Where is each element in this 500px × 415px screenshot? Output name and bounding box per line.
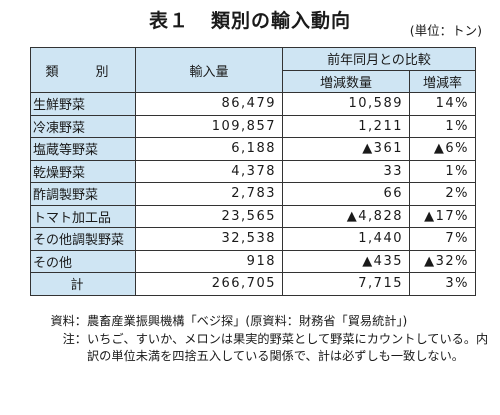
row-name: その他調製野菜 bbox=[30, 227, 136, 251]
row-rate: 2% bbox=[409, 182, 476, 206]
header-change-rate: 増減率 bbox=[409, 69, 476, 93]
row-change: ▲435 bbox=[282, 249, 410, 273]
header-change-amount: 増減数量 bbox=[282, 69, 410, 93]
row-imports: 109,857 bbox=[135, 114, 283, 138]
table-row: 塩蔵等野菜 6,188 ▲361 ▲6% bbox=[30, 137, 476, 161]
row-imports: 86,479 bbox=[135, 92, 283, 116]
row-imports: 23,565 bbox=[135, 204, 283, 228]
table-title-text: 類別の輸入動向 bbox=[211, 10, 352, 32]
footnote: 注： いちご、すいか、メロンは果実的野菜として野菜にカウントしている。内訳の単位… bbox=[29, 331, 497, 366]
row-name: 乾燥野菜 bbox=[30, 159, 136, 183]
row-rate: 14% bbox=[409, 92, 476, 116]
row-imports: 6,188 bbox=[135, 137, 283, 161]
row-rate: 7% bbox=[409, 227, 476, 251]
row-imports: 2,783 bbox=[135, 182, 283, 206]
table-row: 生鮮野菜 86,479 10,589 14% bbox=[30, 92, 476, 116]
header-comparison: 前年同月との比較 bbox=[282, 47, 476, 71]
table-row: トマト加工品 23,565 ▲4,828 ▲17% bbox=[30, 204, 476, 228]
total-row: 計 266,705 7,715 3% bbox=[30, 272, 476, 296]
total-imports: 266,705 bbox=[135, 272, 283, 296]
row-change: 1,440 bbox=[282, 227, 410, 251]
row-rate: 1% bbox=[409, 114, 476, 138]
import-table: 類 別 輸入量 前年同月との比較 増減数量 増減率 生鮮野菜 86,479 10… bbox=[30, 47, 476, 296]
table-row: その他調製野菜 32,538 1,440 7% bbox=[30, 227, 476, 251]
notes: 資料： 農畜産業振興機構「ベジ探」(原資料：財務省「貿易統計」) 注： いちご、… bbox=[29, 313, 497, 366]
total-label: 計 bbox=[30, 272, 136, 296]
row-change: ▲361 bbox=[282, 137, 410, 161]
source-text: 農畜産業振興機構「ベジ探」(原資料：財務省「貿易統計」) bbox=[87, 314, 408, 328]
row-change: 10,589 bbox=[282, 92, 410, 116]
table-row: 酢調製野菜 2,783 66 2% bbox=[30, 182, 476, 206]
row-change: 1,211 bbox=[282, 114, 410, 138]
row-name: 生鮮野菜 bbox=[30, 92, 136, 116]
row-name: 塩蔵等野菜 bbox=[30, 137, 136, 161]
row-name: トマト加工品 bbox=[30, 204, 136, 228]
unit-label: (単位：トン) bbox=[409, 23, 482, 38]
row-imports: 918 bbox=[135, 249, 283, 273]
row-imports: 32,538 bbox=[135, 227, 283, 251]
source-note: 資料： 農畜産業振興機構「ベジ探」(原資料：財務省「貿易統計」) bbox=[29, 313, 497, 331]
row-rate: ▲6% bbox=[409, 137, 476, 161]
note-label: 注： bbox=[62, 331, 87, 346]
note-text: いちご、すいか、メロンは果実的野菜として野菜にカウントしている。内訳の単位未満を… bbox=[87, 331, 489, 364]
table-row: 冷凍野菜 109,857 1,211 1% bbox=[30, 114, 476, 138]
total-rate: 3% bbox=[409, 272, 476, 296]
row-change: ▲4,828 bbox=[282, 204, 410, 228]
source-label: 資料： bbox=[50, 314, 87, 328]
row-name: 冷凍野菜 bbox=[30, 114, 136, 138]
table-title: 表１ 類別の輸入動向 bbox=[0, 6, 500, 33]
row-rate: ▲32% bbox=[409, 249, 476, 273]
table-number: 表１ bbox=[148, 10, 189, 32]
table-row: 乾燥野菜 4,378 33 1% bbox=[30, 159, 476, 183]
header-category: 類 別 bbox=[30, 47, 136, 93]
row-change: 33 bbox=[282, 159, 410, 183]
row-rate: ▲17% bbox=[409, 204, 476, 228]
total-change: 7,715 bbox=[282, 272, 410, 296]
row-rate: 1% bbox=[409, 159, 476, 183]
header-imports: 輸入量 bbox=[135, 47, 283, 93]
row-change: 66 bbox=[282, 182, 410, 206]
row-name: その他 bbox=[30, 249, 136, 273]
row-name: 酢調製野菜 bbox=[30, 182, 136, 206]
table-row: その他 918 ▲435 ▲32% bbox=[30, 249, 476, 273]
row-imports: 4,378 bbox=[135, 159, 283, 183]
